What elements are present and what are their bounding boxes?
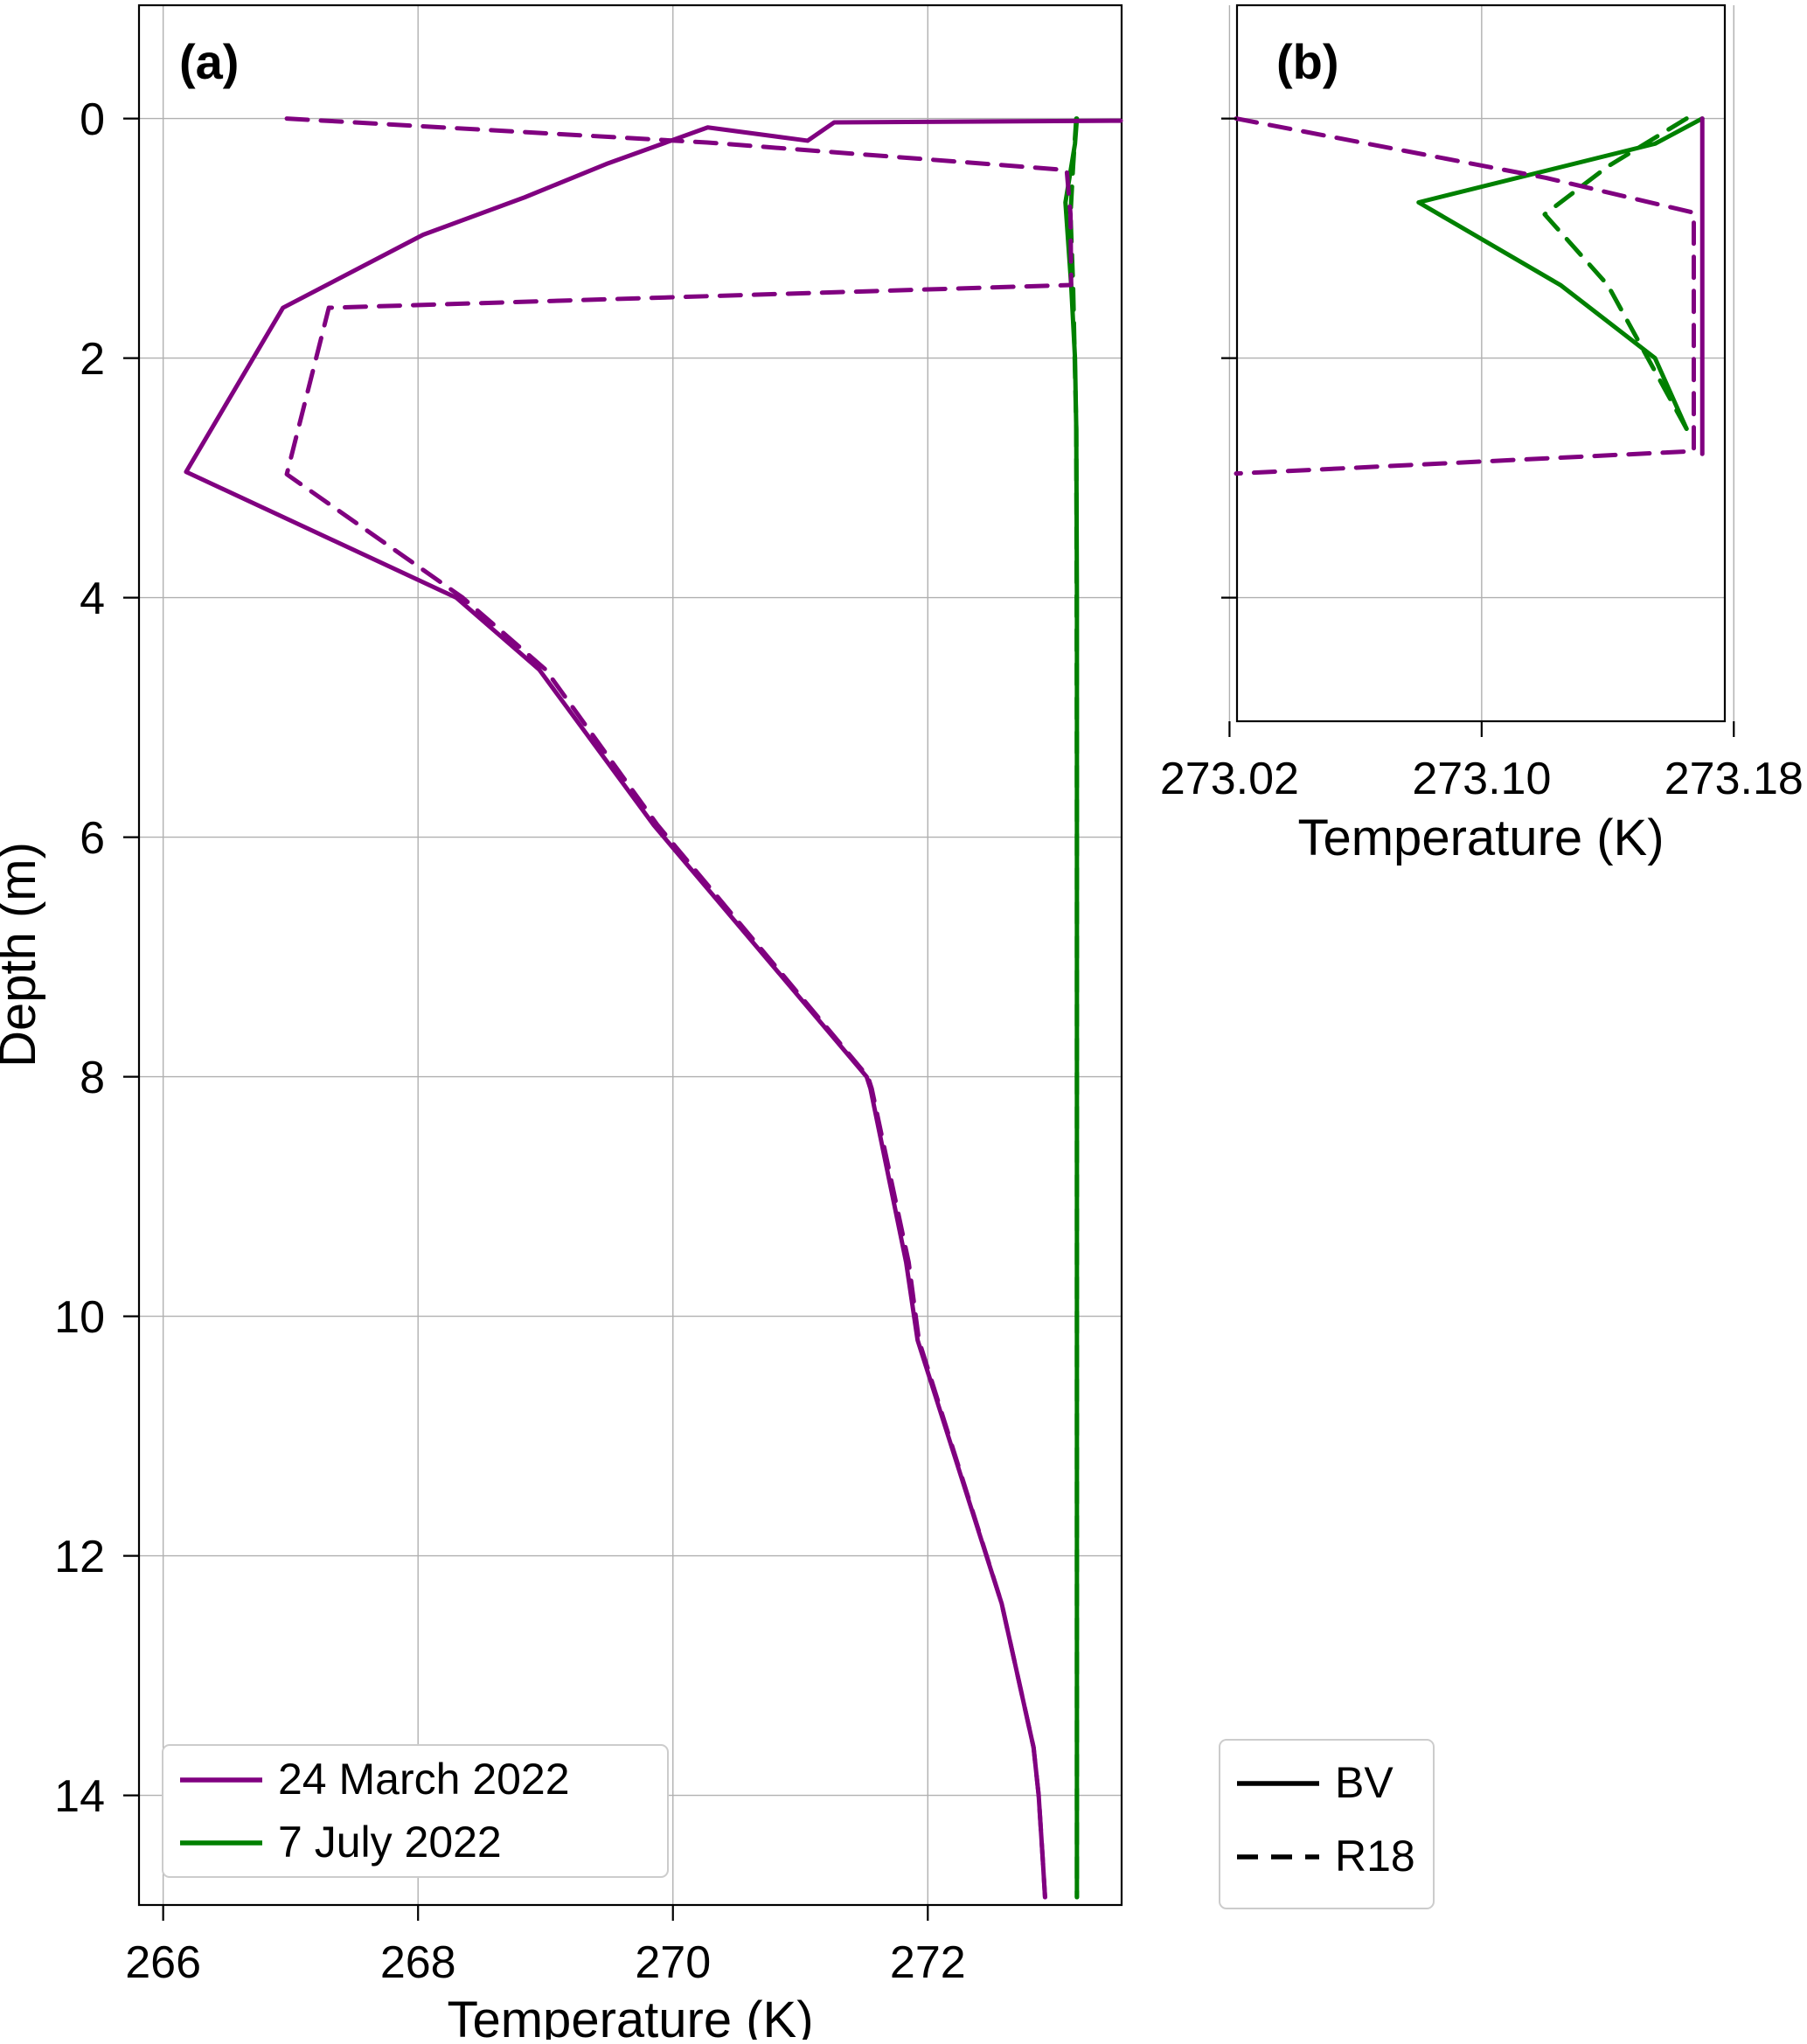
svg-text:R18: R18: [1335, 1832, 1415, 1881]
svg-text:24 March 2022: 24 March 2022: [278, 1755, 570, 1804]
svg-text:(b): (b): [1276, 34, 1339, 89]
svg-text:Temperature (K): Temperature (K): [1297, 810, 1664, 866]
svg-text:Depth (m): Depth (m): [0, 842, 46, 1067]
svg-text:12: 12: [54, 1532, 105, 1582]
svg-text:268: 268: [380, 1937, 456, 1988]
svg-text:4: 4: [80, 574, 105, 624]
svg-text:270: 270: [635, 1937, 711, 1988]
svg-text:10: 10: [54, 1292, 105, 1343]
svg-text:(a): (a): [179, 34, 239, 89]
svg-text:273.10: 273.10: [1412, 754, 1551, 804]
svg-text:266: 266: [125, 1937, 201, 1988]
svg-text:2: 2: [80, 334, 105, 385]
svg-text:272: 272: [890, 1937, 966, 1988]
svg-text:BV: BV: [1335, 1758, 1393, 1807]
svg-text:7 July 2022: 7 July 2022: [278, 1818, 502, 1867]
svg-text:0: 0: [80, 94, 105, 145]
svg-text:14: 14: [54, 1771, 105, 1822]
svg-text:8: 8: [80, 1053, 105, 1103]
svg-text:Temperature (K): Temperature (K): [447, 1992, 813, 2040]
svg-text:273.18: 273.18: [1665, 754, 1804, 804]
svg-text:273.02: 273.02: [1160, 754, 1299, 804]
svg-text:6: 6: [80, 813, 105, 864]
